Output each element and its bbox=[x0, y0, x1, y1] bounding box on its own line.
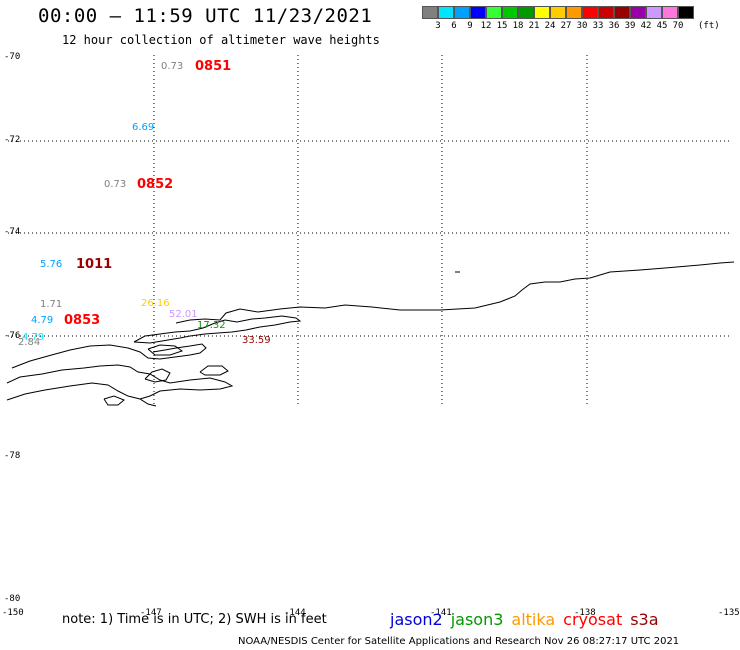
lon-label: -147 bbox=[140, 608, 162, 618]
legend-swatch bbox=[646, 6, 662, 19]
satellite-name: s3a bbox=[630, 610, 659, 629]
legend-swatch bbox=[422, 6, 438, 19]
swh-value: 52.01 bbox=[169, 309, 198, 320]
legend-label: 30 bbox=[576, 21, 588, 31]
lat-label: -72 bbox=[4, 135, 21, 145]
lon-label: -138 bbox=[574, 608, 596, 618]
pass-time: 0853 bbox=[64, 313, 101, 328]
lat-label: -74 bbox=[4, 227, 21, 237]
credit-footer: NOAA/NESDIS Center for Satellite Applica… bbox=[238, 636, 680, 647]
swh-value: 17.32 bbox=[197, 320, 226, 331]
legend-unit: (ft) bbox=[698, 21, 720, 31]
lat-label: -78 bbox=[4, 451, 21, 461]
legend-label: 45 bbox=[656, 21, 668, 31]
legend-swatch bbox=[582, 6, 598, 19]
legend-swatch bbox=[614, 6, 630, 19]
legend-label: 3 bbox=[435, 21, 441, 31]
satellite-name: cryosat bbox=[563, 610, 623, 629]
lon-label: -135 bbox=[718, 608, 740, 618]
legend-label: 33 bbox=[592, 21, 604, 31]
lon-label: -141 bbox=[430, 608, 452, 618]
legend-label: 15 bbox=[496, 21, 508, 31]
satellite-name: jason2 bbox=[390, 610, 443, 629]
footnote: note: 1) Time is in UTC; 2) SWH is in fe… bbox=[62, 612, 327, 627]
legend-label: 21 bbox=[528, 21, 540, 31]
lat-label: -80 bbox=[4, 594, 21, 604]
pass-time: 1011 bbox=[76, 257, 113, 272]
legend-swatch bbox=[454, 6, 470, 19]
legend-label: 6 bbox=[451, 21, 457, 31]
swh-value: 5.76 bbox=[40, 259, 63, 270]
legend-swatch bbox=[678, 6, 694, 19]
swh-value: 0.73 bbox=[161, 61, 184, 72]
swh-value: 6.69 bbox=[132, 122, 155, 133]
legend-label: 9 bbox=[467, 21, 473, 31]
swh-value: 4.79 bbox=[31, 315, 54, 326]
lon-label: -144 bbox=[284, 608, 306, 618]
legend-label: 39 bbox=[624, 21, 636, 31]
lat-label: -76 bbox=[4, 331, 21, 341]
legend-swatch bbox=[518, 6, 534, 19]
legend-label: 42 bbox=[640, 21, 652, 31]
swh-value: 4.79 bbox=[22, 332, 45, 343]
map-subtitle: 12 hour collection of altimeter wave hei… bbox=[62, 33, 380, 47]
color-legend bbox=[422, 6, 694, 19]
lat-label: -70 bbox=[4, 52, 21, 62]
satellite-name: jason3 bbox=[450, 610, 504, 629]
swh-value: 33.59 bbox=[242, 335, 271, 346]
grid-lines bbox=[8, 55, 732, 405]
legend-swatch bbox=[662, 6, 678, 19]
legend-labels: 3 6 9 12 15 18 21 24 27 30 33 36 39 42 45 70 (ft) bbox=[422, 21, 740, 33]
pass-time: 0851 bbox=[195, 59, 232, 74]
legend-swatch bbox=[630, 6, 646, 19]
legend-swatch bbox=[534, 6, 550, 19]
legend-swatch bbox=[566, 6, 582, 19]
legend-label: 36 bbox=[608, 21, 620, 31]
legend-swatch bbox=[470, 6, 486, 19]
swh-value: 26.16 bbox=[141, 298, 170, 309]
swh-value: 2.84 bbox=[18, 337, 41, 348]
lon-label: -150 bbox=[2, 608, 24, 618]
map-title: 00:00 – 11:59 UTC 11/23/2021 bbox=[38, 5, 373, 27]
legend-label: 24 bbox=[544, 21, 556, 31]
legend-swatch bbox=[598, 6, 614, 19]
pass-time: 0852 bbox=[137, 177, 174, 192]
swh-value: 0.73 bbox=[104, 179, 127, 190]
legend-label: 12 bbox=[480, 21, 492, 31]
satellite-name: altika bbox=[511, 610, 556, 629]
legend-swatch bbox=[550, 6, 566, 19]
legend-label: 18 bbox=[512, 21, 524, 31]
legend-label: 27 bbox=[560, 21, 572, 31]
legend-swatch bbox=[486, 6, 502, 19]
swh-value: 1.71 bbox=[40, 299, 63, 310]
satellite-legend: jason2 jason3 altika cryosat s3a bbox=[390, 610, 667, 629]
legend-label: 70 bbox=[672, 21, 684, 31]
coastline bbox=[6, 261, 735, 407]
legend-swatch bbox=[502, 6, 518, 19]
legend-swatch bbox=[438, 6, 454, 19]
